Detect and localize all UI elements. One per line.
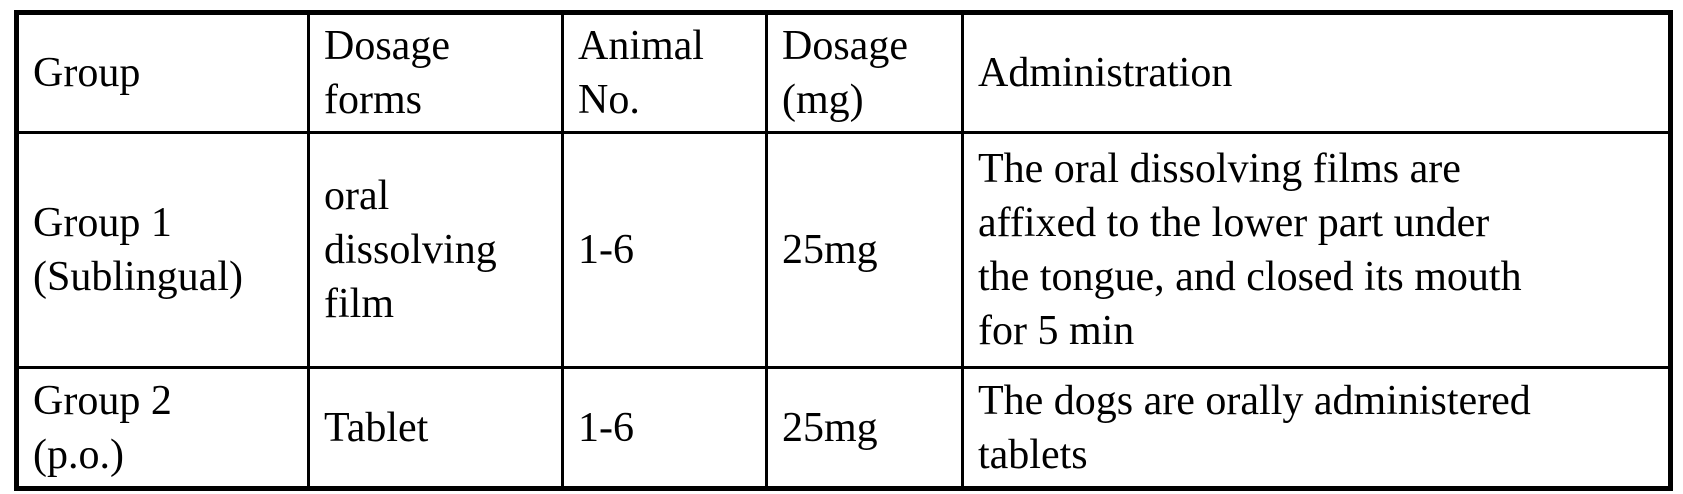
header-cell-group: Group	[15, 11, 310, 134]
cell-dosage-forms: oral dissolving film	[307, 131, 564, 369]
header-cell-animal-no: Animal No.	[561, 11, 768, 134]
cell-animal-no: 1-6	[561, 366, 768, 490]
cell-administration: The dogs are orally administered tablets	[961, 366, 1672, 490]
cell-group: Group 1 (Sublingual)	[15, 131, 310, 369]
header-cell-administration: Administration	[961, 11, 1672, 134]
table-header-row: Group Dosage forms Animal No. Dosage (mg…	[15, 11, 1672, 134]
dosing-groups-table: Group Dosage forms Animal No. Dosage (mg…	[14, 10, 1673, 491]
header-cell-dosage-forms: Dosage forms	[307, 11, 564, 134]
cell-dosage-mg: 25mg	[765, 131, 964, 369]
cell-group: Group 2 (p.o.)	[15, 366, 310, 490]
cell-dosage-forms: Tablet	[307, 366, 564, 490]
table-row: Group 1 (Sublingual) oral dissolving fil…	[15, 131, 1672, 369]
cell-administration: The oral dissolving films are affixed to…	[961, 131, 1672, 369]
cell-dosage-mg: 25mg	[765, 366, 964, 490]
cell-animal-no: 1-6	[561, 131, 768, 369]
table-row: Group 2 (p.o.) Tablet 1-6 25mg The dogs …	[15, 366, 1672, 490]
header-cell-dosage-mg: Dosage (mg)	[765, 11, 964, 134]
